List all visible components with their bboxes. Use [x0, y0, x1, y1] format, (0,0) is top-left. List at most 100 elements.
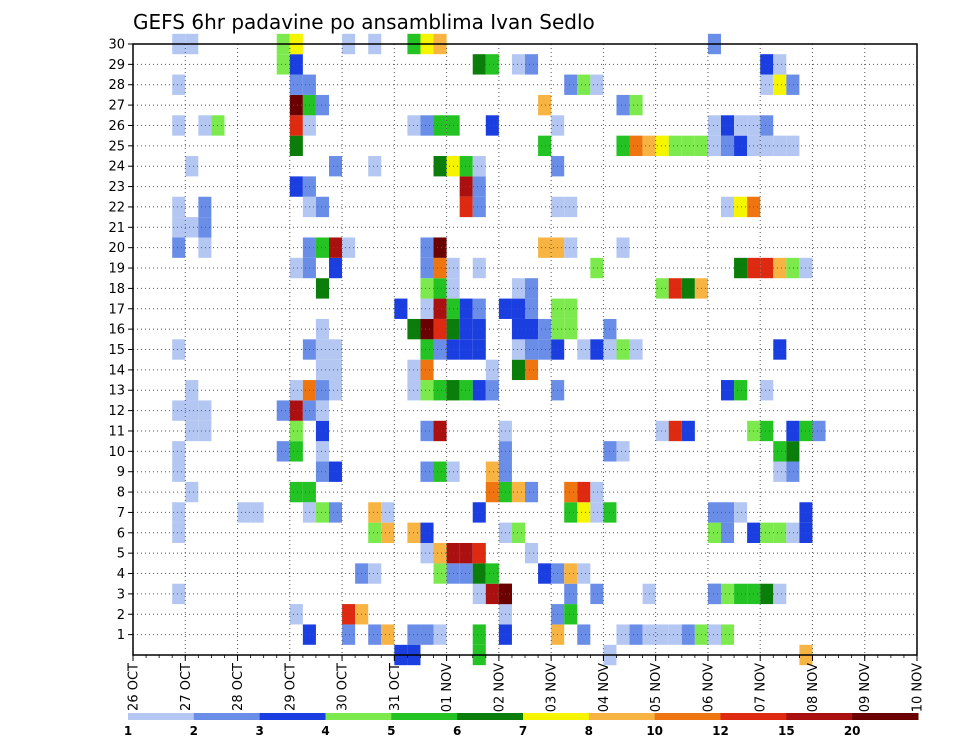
heatmap-cell [734, 583, 748, 605]
legend-swatch [588, 713, 656, 720]
heatmap-cell [459, 542, 473, 564]
heatmap-cell [315, 502, 329, 523]
heatmap-cell [198, 115, 212, 136]
heatmap-cell [172, 400, 186, 421]
heatmap-cell [681, 624, 695, 645]
heatmap-cell [485, 481, 499, 503]
heatmap-cell [433, 420, 447, 442]
heatmap-cell [459, 563, 473, 584]
legend-tick-label: 7 [519, 724, 527, 738]
grid-lines [133, 43, 917, 655]
heatmap-cell [459, 318, 473, 340]
heatmap-cell [564, 237, 578, 258]
y-tick-label: 23 [108, 180, 125, 195]
heatmap-cell [172, 583, 186, 605]
heatmap-cell [734, 380, 748, 401]
heatmap-cell [472, 298, 486, 319]
heatmap-cell [198, 400, 212, 421]
heatmap-cell [760, 54, 774, 75]
heatmap-cell [289, 176, 303, 197]
heatmap-cell [681, 135, 695, 157]
heatmap-cell [538, 318, 552, 340]
y-tick-label: 17 [108, 302, 125, 317]
heatmap-cell [760, 257, 774, 279]
heatmap-cell [564, 563, 578, 584]
x-tick-label: 29 OCT [283, 663, 298, 711]
heatmap-cell [511, 278, 525, 299]
x-tick-label: 08 NOV [806, 663, 821, 712]
y-tick-label: 5 [117, 547, 125, 562]
heatmap-cell [590, 257, 604, 279]
heatmap-cell [459, 156, 473, 177]
legend-tick-label: 2 [190, 724, 198, 738]
legend-tick-label: 8 [585, 724, 593, 738]
heatmap-cell [472, 196, 486, 218]
legend-tick-label: 15 [778, 724, 795, 738]
axes: 1234567891011121314151617181920212223242… [108, 38, 925, 713]
heatmap-cell [629, 135, 643, 157]
heatmap-cell [198, 420, 212, 442]
heatmap-cell [472, 318, 486, 340]
y-tick-label: 2 [117, 608, 125, 623]
heatmap-cell [459, 196, 473, 218]
heatmap-cell [564, 298, 578, 319]
heatmap-cell [329, 257, 343, 279]
heatmap-cell [315, 94, 329, 116]
y-tick-label: 14 [108, 363, 125, 378]
x-tick-label: 01 NOV [440, 663, 455, 712]
heatmap-cell [485, 54, 499, 75]
heatmap-cell [459, 339, 473, 360]
x-tick-label: 10 NOV [911, 663, 926, 712]
heatmap-cell [525, 318, 539, 340]
x-tick-label: 30 OCT [336, 663, 351, 711]
heatmap-cell [721, 502, 735, 523]
heatmap-cell [485, 380, 499, 401]
heatmap-cell [564, 318, 578, 340]
heatmap-cell [289, 481, 303, 503]
heatmap-cell [289, 400, 303, 421]
heatmap-cell [721, 115, 735, 136]
heatmap-cell [198, 237, 212, 258]
heatmap-cell [734, 115, 748, 136]
heatmap-cell [525, 359, 539, 381]
heatmap-cell [812, 420, 826, 442]
legend-tick-label: 1 [124, 724, 132, 738]
heatmap-cell [433, 298, 447, 319]
heatmap-cell [172, 441, 186, 462]
heatmap-cell [433, 237, 447, 258]
heatmap-cell [315, 237, 329, 258]
heatmap-cell [381, 502, 395, 523]
heatmap-cell [681, 278, 695, 299]
heatmap-cell [786, 257, 800, 279]
heatmap-cell [172, 115, 186, 136]
heatmap-cell [773, 461, 787, 482]
heatmap-cell [172, 196, 186, 218]
heatmap-cell [760, 115, 774, 136]
heatmap-cell [433, 461, 447, 482]
heatmap-cell [786, 441, 800, 462]
heatmap-cell [485, 115, 499, 136]
heatmap-cell [538, 339, 552, 360]
heatmap-cell [564, 583, 578, 605]
y-tick-label: 27 [108, 99, 125, 114]
heatmap-cell [420, 298, 434, 319]
heatmap-cell [198, 217, 212, 238]
heatmap-cell [185, 156, 199, 177]
heatmap-cell [472, 542, 486, 564]
heatmap-cell [773, 54, 787, 75]
legend-tick-label: 3 [255, 724, 263, 738]
heatmap-cell [485, 461, 499, 482]
heatmap-cell [459, 380, 473, 401]
heatmap-cell [721, 380, 735, 401]
heatmap-cell [289, 257, 303, 279]
heatmap-cell [198, 196, 212, 218]
heatmap-cell [459, 176, 473, 197]
heatmap-cell [172, 522, 186, 543]
heatmap-cell [773, 522, 787, 543]
heatmap-cell [577, 481, 591, 503]
heatmap-cell [172, 74, 186, 95]
heatmap-cell [172, 339, 186, 360]
y-tick-label: 1 [117, 628, 125, 643]
y-tick-label: 21 [108, 221, 125, 236]
